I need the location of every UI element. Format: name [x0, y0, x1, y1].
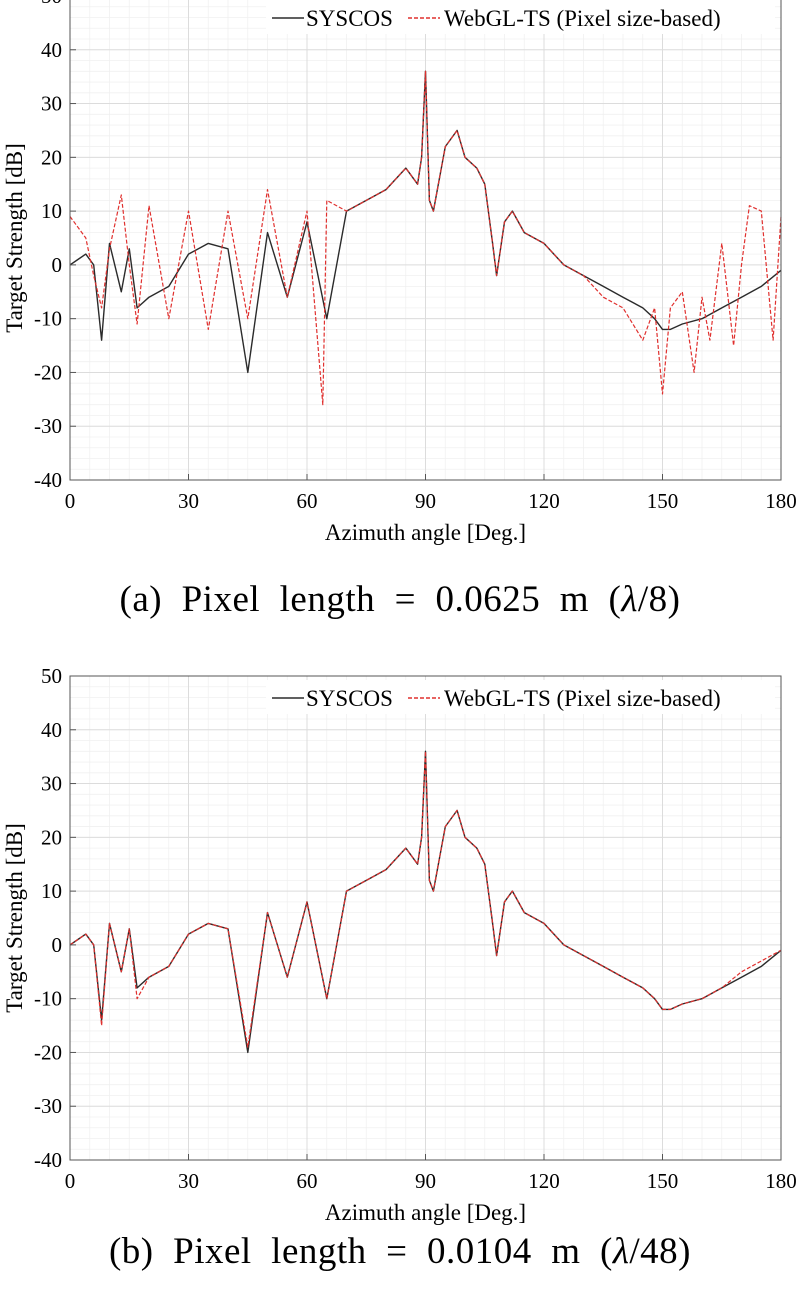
chart-a-ytick-label: 30: [41, 92, 62, 116]
chart-b-xtick-label: 60: [297, 1169, 318, 1193]
chart-b-ytick-label: 40: [41, 718, 62, 742]
chart-b-xtick-label: 150: [647, 1169, 679, 1193]
chart-a-series-webgl-ts-line: [69, 70, 782, 406]
chart-b-canvas: 0 30 60 90 120 150 180 -40 -30 -20 -10 0 10 20 30 40 50 A…: [2, 664, 797, 1225]
chart-b-ytick-label: 30: [41, 772, 62, 796]
caption-b-suffix: /48): [629, 1231, 692, 1272]
chart-b-caption: (b) Pixel length = 0.0104 m (λ/48): [0, 1230, 800, 1273]
chart-panel-b: 0 30 60 90 120 150 180 -40 -30 -20 -10 0 10 20 30 40 50 A…: [0, 648, 800, 1293]
chart-a-ytick-label: -40: [34, 468, 62, 492]
chart-b-xtick-label: 120: [528, 1169, 560, 1193]
chart-a-legend-label-webgl-ts: WebGL-TS (Pixel size-based): [444, 6, 721, 31]
chart-b-ytick-label: 50: [41, 664, 62, 688]
chart-a-ytick-label: -20: [34, 360, 62, 384]
chart-a-xtick-label: 90: [415, 489, 436, 513]
chart-b-ytick-label: 0: [52, 933, 63, 957]
chart-b-ytick-label: 20: [41, 825, 62, 849]
chart-a-xaxis-label: Azimuth angle [Deg.]: [325, 520, 526, 545]
chart-a-xtick-label: 120: [528, 489, 560, 513]
caption-b-prefix: (b) Pixel length = 0.0104 m (: [108, 1231, 613, 1272]
chart-b-legend-box: [266, 680, 775, 714]
chart-a-xtick-label: 180: [765, 489, 797, 513]
chart-b-xtick-label: 30: [178, 1169, 199, 1193]
chart-b-legend-label-syscos: SYSCOS: [306, 686, 393, 711]
chart-a-xtick-label: 150: [647, 489, 679, 513]
chart-b-yaxis-label: Target Strength [dB]: [2, 823, 27, 1013]
caption-a-symbol: λ: [621, 579, 638, 620]
chart-a-ytick-label: -30: [34, 414, 62, 438]
chart-a-xtick-label: 0: [65, 489, 76, 513]
chart-b-series-webgl-ts-line: [69, 750, 782, 1048]
chart-panel-a: 0 30 60 90 120 150 180 -40 -30 -20 -10 0 10 20 30 40 50 A…: [0, 0, 800, 621]
chart-b-ytick-label: -20: [34, 1040, 62, 1064]
chart-a-yaxis-label: Target Strength [dB]: [2, 143, 27, 333]
chart-a-ytick-label: 50: [41, 0, 62, 8]
chart-b-xtick-label: 90: [415, 1169, 436, 1193]
chart-a-ytick-label: -10: [34, 307, 62, 331]
chart-a-ytick-label: 0: [52, 253, 63, 277]
chart-a-ytick-label: 10: [41, 199, 62, 223]
chart-a-caption: (a) Pixel length = 0.0625 m (λ/8): [0, 578, 800, 621]
caption-b-symbol: λ: [612, 1231, 630, 1272]
chart-b-ytick-label: -10: [34, 987, 62, 1011]
chart-b-ytick-label: -40: [34, 1148, 62, 1172]
chart-b-legend-label-webgl-ts: WebGL-TS (Pixel size-based): [444, 686, 721, 711]
chart-a-xtick-label: 60: [297, 489, 318, 513]
chart-b-ytick-label: -30: [34, 1094, 62, 1118]
caption-a-prefix: (a) Pixel length = 0.0625 m (: [119, 579, 622, 620]
chart-b-ytick-label: 10: [41, 879, 62, 903]
chart-a-legend-label-syscos: SYSCOS: [306, 6, 393, 31]
chart-a-xtick-label: 30: [178, 489, 199, 513]
chart-b-xtick-label: 180: [765, 1169, 797, 1193]
chart-b-xtick-label: 0: [65, 1169, 76, 1193]
chart-a-legend-box: [266, 0, 775, 34]
chart-b-xaxis-label: Azimuth angle [Deg.]: [325, 1200, 526, 1225]
chart-a-canvas: 0 30 60 90 120 150 180 -40 -30 -20 -10 0 10 20 30 40 50 A…: [2, 0, 797, 545]
chart-a-ytick-label: 20: [41, 145, 62, 169]
chart-a-ytick-label: 40: [41, 38, 62, 62]
caption-a-suffix: /8): [637, 579, 681, 620]
